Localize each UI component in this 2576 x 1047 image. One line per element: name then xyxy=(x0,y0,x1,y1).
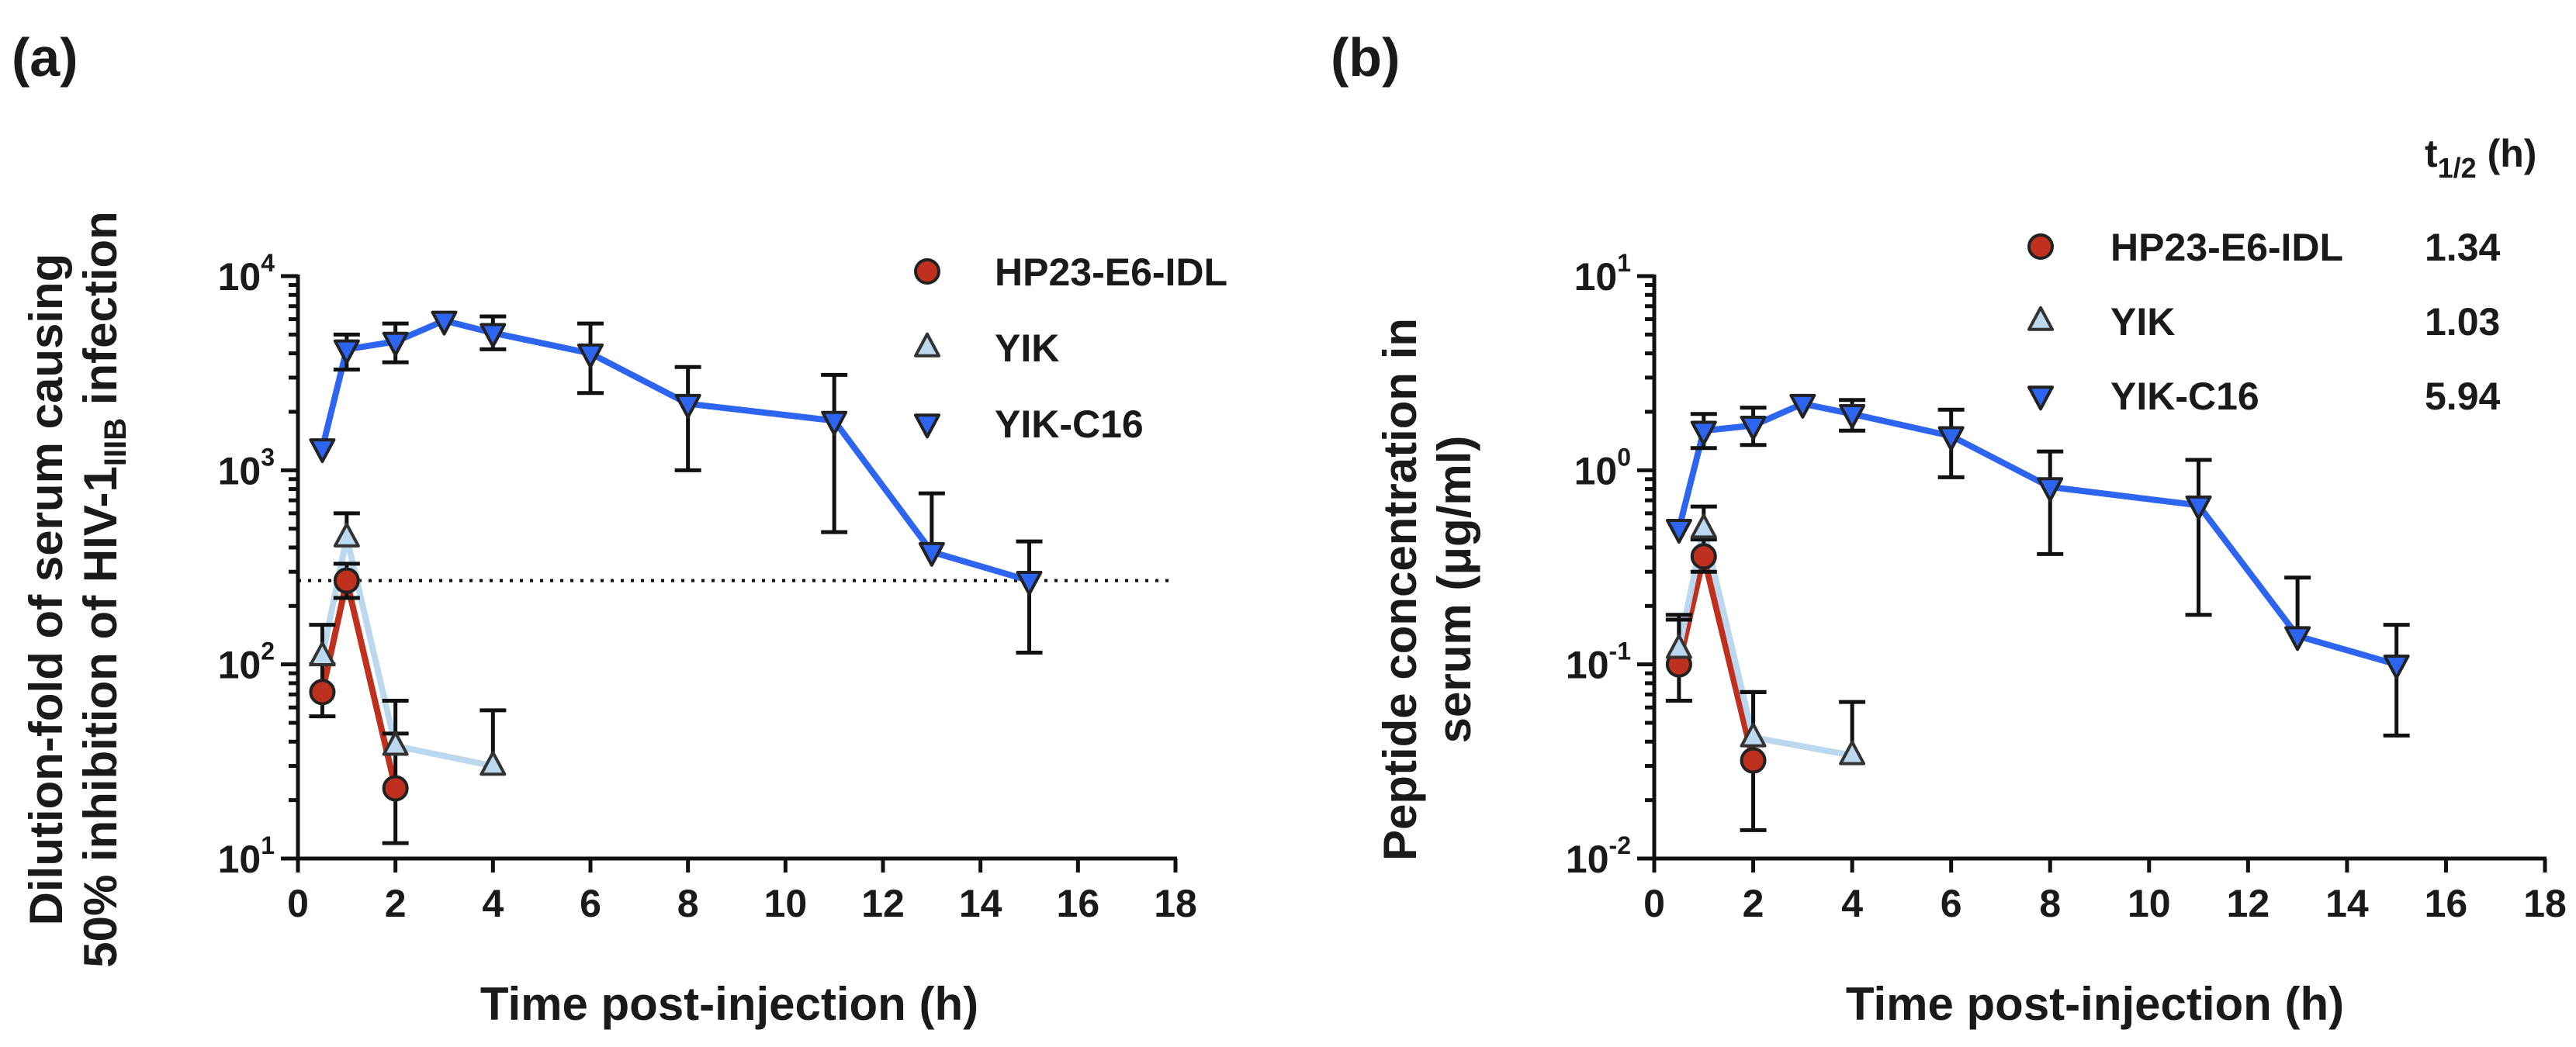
panel-a-point-HP23-E6-IDL xyxy=(309,679,336,706)
panel-a-legend-marker-YIK xyxy=(914,332,940,358)
panel-a-point-YIK-C16 xyxy=(1016,570,1043,596)
panel-a-x-axis-title: Time post-injection (h) xyxy=(480,978,978,1030)
panel-a-point-YIK xyxy=(309,641,336,666)
panel-a-point-YIK-C16 xyxy=(577,343,604,368)
panel-b-point-YIK xyxy=(1740,722,1767,748)
panel-b-point-YIK-C16 xyxy=(2185,495,2212,520)
panel-b-point-YIK-C16 xyxy=(1937,426,1965,451)
panel-a-x-tick-label: 8 xyxy=(677,882,699,925)
panel-b-y-tick-label: 101 xyxy=(1574,249,1631,299)
panel-a-y-tick-label: 102 xyxy=(218,638,275,687)
panel-b-x-tick-label: 10 xyxy=(2128,882,2171,925)
panel-b-label: (b) xyxy=(1331,27,1400,88)
panel-b-point-YIK xyxy=(1839,740,1866,765)
panel-a-legend-label: YIK-C16 xyxy=(995,403,1144,446)
panel-a-point-YIK xyxy=(480,751,507,776)
panel-a-legend-label: YIK xyxy=(995,327,1059,370)
panel-b-point-YIK-C16 xyxy=(1665,518,1692,544)
panel-b-x-tick-label: 4 xyxy=(1841,882,1863,925)
panel-b-point-YIK-C16 xyxy=(2383,654,2410,679)
half-life-value: 5.94 xyxy=(2425,375,2501,418)
panel-a: (a) Dilution-fold of serum causing 50% i… xyxy=(12,27,1227,1030)
panel-a-legend-label: HP23-E6-IDL xyxy=(995,251,1227,294)
panel-b-point-YIK-C16 xyxy=(1839,404,1866,429)
panel-a-y-tick-label: 104 xyxy=(218,249,275,299)
panel-a-x-tick-label: 0 xyxy=(287,882,309,925)
panel-a-point-YIK xyxy=(333,522,360,548)
panel-a-point-YIK-C16 xyxy=(821,410,848,436)
panel-b-legend-label: YIK-C16 xyxy=(2110,375,2259,418)
panel-b-x-tick-label: 12 xyxy=(2227,882,2270,925)
panel-a-x-tick-label: 4 xyxy=(482,882,504,925)
panel-a-legend: HP23-E6-IDL YIK YIK-C16 xyxy=(914,251,1227,446)
panel-b-x-tick-label: 2 xyxy=(1743,882,1764,925)
panel-b-legend-label: HP23-E6-IDL xyxy=(2110,226,2343,269)
panel-b-point-HP23-E6-IDL xyxy=(1690,543,1717,570)
panel-a-point-YIK-C16 xyxy=(309,438,336,464)
panel-b-markers xyxy=(1665,393,2410,774)
panel-b-point-HP23-E6-IDL xyxy=(1740,747,1767,774)
panel-b-x-tick-label: 18 xyxy=(2523,882,2567,925)
panel-b-y-axis-title-line2: serum (μg/ml) xyxy=(1428,436,1480,744)
panel-b-axes: 0 2 4 6 8 10 12 14 16 18 10-2 10-1 100 101 xyxy=(1566,249,2567,925)
panel-b-point-YIK-C16 xyxy=(1789,393,1816,419)
panel-b-legend-label: YIK xyxy=(2110,300,2175,344)
panel-a-point-YIK-C16 xyxy=(382,331,409,357)
panel-b-x-axis-title: Time post-injection (h) xyxy=(1846,978,2344,1030)
panel-b-point-YIK-C16 xyxy=(2284,626,2311,651)
panel-a-markers xyxy=(309,310,1043,802)
panel-a-x-tick-label: 16 xyxy=(1057,882,1100,925)
panel-a-label: (a) xyxy=(12,27,78,88)
panel-b-legend-marker-HP23-E6-IDL xyxy=(2027,233,2054,260)
panel-a-line-YIK-C16 xyxy=(319,317,1030,584)
half-life-value: 1.03 xyxy=(2425,300,2500,344)
panel-b-x-tick-label: 16 xyxy=(2425,882,2468,925)
panel-b-point-YIK-C16 xyxy=(1690,420,1717,446)
panel-a-y-axis-title-line2: 50% inhibition of HIV-1IIIB infection xyxy=(74,211,133,968)
panel-b-legend-marker-YIK-C16 xyxy=(2027,385,2054,411)
half-life-value: 1.34 xyxy=(2425,226,2501,269)
panel-b-line-YIK-C16 xyxy=(1676,400,2398,668)
panel-b-x-tick-label: 14 xyxy=(2325,882,2369,925)
panel-a-point-YIK xyxy=(382,731,409,756)
panel-b-y-axis-title-line1: Peptide concentration in xyxy=(1374,318,1426,861)
panel-a-point-YIK-C16 xyxy=(431,310,458,336)
panel-a-point-HP23-E6-IDL xyxy=(333,567,360,594)
panel-a-legend-marker-HP23-E6-IDL xyxy=(914,258,940,285)
panel-b-x-tick-label: 6 xyxy=(1941,882,1962,925)
panel-b-point-YIK xyxy=(1690,513,1717,539)
panel-b-x-tick-label: 0 xyxy=(1643,882,1665,925)
panel-b-legend-marker-YIK xyxy=(2027,306,2054,331)
panel-a-x-tick-label: 18 xyxy=(1154,882,1197,925)
panel-a-point-HP23-E6-IDL xyxy=(382,775,409,802)
panel-a-y-axis-title-line1: Dilution-fold of serum causing xyxy=(20,254,72,926)
panel-a-point-YIK-C16 xyxy=(918,541,945,567)
panel-a-x-tick-label: 10 xyxy=(764,882,808,925)
panel-a-y-tick-label: 101 xyxy=(218,831,275,881)
panel-a-point-YIK-C16 xyxy=(480,323,507,348)
half-life-header: t1/2 (h) xyxy=(2425,132,2536,184)
panel-a-axes: 0 2 4 6 8 10 12 14 16 18 101 102 103 104 xyxy=(218,249,1197,925)
panel-b-legend: HP23-E6-IDL 1.34 YIK 1.03 YIK-C16 5.94 xyxy=(2027,226,2501,418)
panel-b-y-tick-label: 10-2 xyxy=(1566,831,1631,881)
panel-b-point-YIK-C16 xyxy=(2037,477,2064,503)
panel-b-point-YIK-C16 xyxy=(1740,415,1767,441)
panel-a-y-tick-label: 103 xyxy=(218,443,275,492)
panel-a-x-tick-label: 12 xyxy=(861,882,905,925)
panel-a-x-tick-label: 14 xyxy=(959,882,1002,925)
panel-b-y-tick-label: 10-1 xyxy=(1566,638,1631,687)
panel-b: (b) Peptide concentration in serum (μg/m… xyxy=(1331,27,2567,1030)
panel-b-x-tick-label: 8 xyxy=(2039,882,2061,925)
panel-a-x-tick-label: 2 xyxy=(385,882,407,925)
panel-a-x-tick-label: 6 xyxy=(580,882,601,925)
panel-a-point-YIK-C16 xyxy=(674,393,701,419)
panel-a-legend-marker-YIK-C16 xyxy=(914,413,940,439)
panel-b-y-tick-label: 100 xyxy=(1574,443,1631,492)
panel-b-line-YIK xyxy=(1675,525,1853,758)
panel-a-point-YIK-C16 xyxy=(333,339,360,365)
panel-b-point-YIK xyxy=(1665,634,1692,659)
